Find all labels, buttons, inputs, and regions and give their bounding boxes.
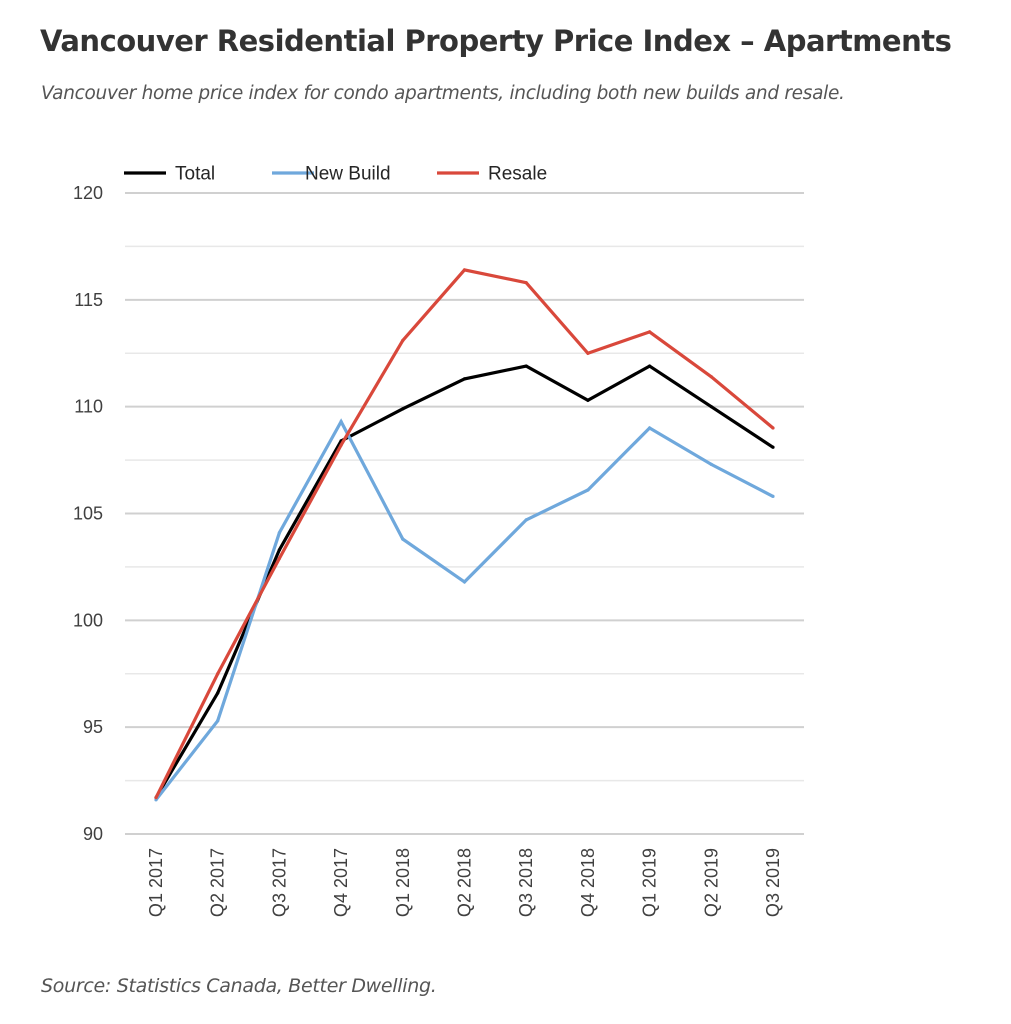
x-tick-label: Q4 2018 bbox=[578, 848, 598, 917]
legend-label-resale: Resale bbox=[488, 164, 547, 185]
x-tick-label: Q3 2018 bbox=[516, 848, 536, 917]
legend-label-total: Total bbox=[175, 164, 215, 185]
data-point-new-build bbox=[709, 462, 713, 466]
x-tick-label: Q3 2019 bbox=[763, 848, 783, 917]
data-point-new-build bbox=[339, 420, 343, 424]
data-point-new-build bbox=[216, 719, 220, 723]
x-tick-label: Q1 2019 bbox=[640, 848, 660, 917]
data-point-resale bbox=[648, 330, 652, 334]
data-point-new-build bbox=[771, 494, 775, 499]
data-point-new-build bbox=[524, 518, 528, 522]
y-tick-label: 120 bbox=[73, 183, 103, 203]
data-point-total bbox=[709, 405, 713, 409]
data-point-total bbox=[586, 398, 590, 402]
data-point-new-build bbox=[462, 580, 467, 584]
y-tick-label: 105 bbox=[73, 504, 103, 524]
y-axis-ticks: 90 95 100 105 110 115 120 bbox=[73, 183, 103, 844]
data-point-total bbox=[277, 548, 281, 552]
data-point-total bbox=[771, 445, 775, 449]
series-lines bbox=[154, 268, 775, 802]
data-point-resale bbox=[524, 281, 528, 285]
source-note: Source: Statistics Canada, Better Dwelli… bbox=[41, 975, 437, 997]
data-point-resale bbox=[401, 338, 405, 343]
legend: Total New Build Resale bbox=[124, 164, 547, 185]
data-point-resale bbox=[586, 351, 590, 355]
data-point-resale bbox=[709, 375, 713, 379]
data-point-new-build bbox=[648, 426, 652, 430]
data-point-total bbox=[401, 407, 405, 411]
data-point-new-build bbox=[401, 537, 405, 541]
data-point-new-build bbox=[277, 531, 281, 535]
y-tick-label: 90 bbox=[83, 824, 103, 844]
x-tick-label: Q4 2017 bbox=[331, 848, 351, 917]
data-point-total bbox=[216, 691, 220, 695]
data-point-resale bbox=[339, 443, 343, 447]
x-tick-label: Q3 2017 bbox=[269, 848, 289, 917]
series-line-new-build bbox=[154, 418, 774, 801]
y-tick-label: 110 bbox=[74, 397, 103, 417]
data-point-total bbox=[648, 364, 652, 368]
data-point-resale bbox=[771, 426, 775, 430]
data-point-resale bbox=[154, 796, 158, 800]
data-point-total bbox=[462, 377, 467, 381]
data-point-resale bbox=[462, 268, 467, 272]
chart-title: Vancouver Residential Property Price Ind… bbox=[40, 24, 952, 58]
data-point-resale bbox=[277, 556, 281, 560]
chart-subtitle: Vancouver home price index for condo apa… bbox=[41, 83, 845, 104]
legend-label-new-build: New Build bbox=[305, 164, 391, 185]
x-tick-label: Q2 2017 bbox=[208, 848, 228, 917]
series-line-resale bbox=[154, 268, 775, 799]
data-point-total bbox=[524, 364, 528, 368]
x-tick-label: Q1 2018 bbox=[393, 848, 413, 917]
x-tick-label: Q2 2019 bbox=[701, 848, 721, 917]
y-tick-label: 95 bbox=[83, 717, 103, 737]
x-tick-label: Q1 2017 bbox=[146, 848, 166, 917]
data-point-resale bbox=[216, 672, 220, 676]
data-point-new-build bbox=[586, 488, 590, 492]
gridlines bbox=[125, 192, 804, 835]
y-tick-label: 115 bbox=[74, 290, 103, 310]
y-tick-label: 100 bbox=[73, 610, 103, 630]
x-axis-ticks: Q1 2017 Q2 2017 Q3 2017 Q4 2017 Q1 2018 Q2 20… bbox=[146, 848, 783, 917]
x-tick-label: Q2 2018 bbox=[455, 848, 475, 917]
